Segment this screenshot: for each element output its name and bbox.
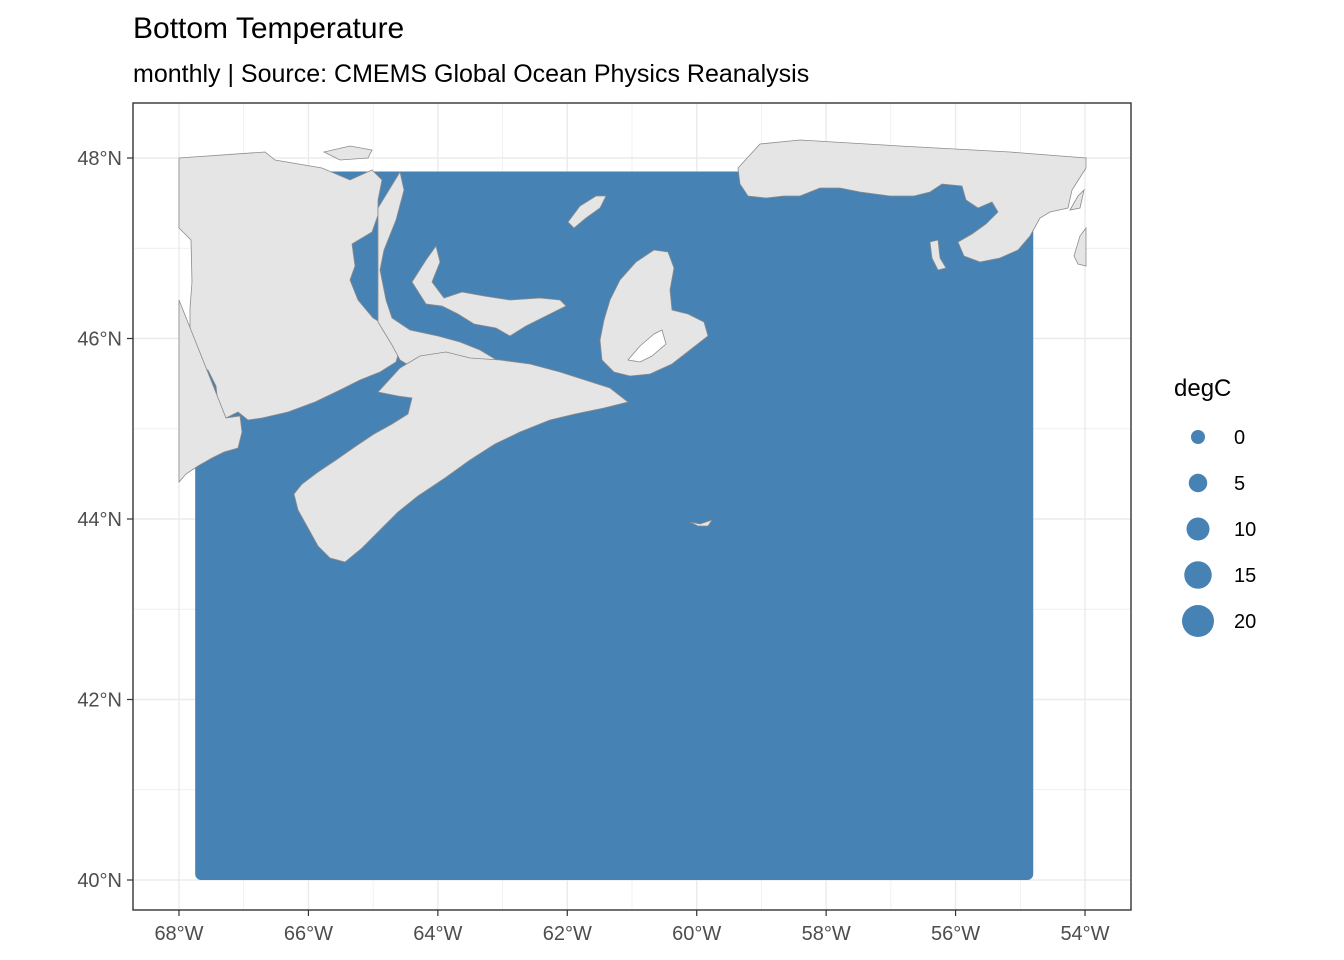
land-pei (411, 245, 567, 337)
legend-key (1184, 561, 1212, 589)
legend-label: 15 (1234, 565, 1256, 587)
land-gaspe (322, 145, 373, 161)
legend-label: 10 (1234, 519, 1256, 541)
y-tick-label: 42°N (77, 690, 122, 712)
chart-subtitle: monthly | Source: CMEMS Global Ocean Phy… (133, 60, 810, 88)
legend-label: 5 (1234, 473, 1245, 495)
chart-title: Bottom Temperature (133, 12, 405, 45)
land-new-brunswick (377, 170, 501, 379)
x-tick-label: 54°W (1060, 923, 1109, 945)
x-tick-label: 58°W (802, 923, 851, 945)
y-tick-label: 46°N (77, 329, 122, 351)
land-st-pierre (929, 239, 947, 271)
x-tick-label: 60°W (672, 923, 721, 945)
land-newfoundland (737, 139, 1087, 263)
land-maine-coast (178, 299, 243, 484)
legend: degC 0 5 10 15 20 (1174, 375, 1256, 637)
y-tick-label: 48°N (77, 148, 122, 170)
x-tick-label: 56°W (931, 923, 980, 945)
legend-key (1191, 430, 1205, 444)
x-tick-label: 62°W (543, 923, 592, 945)
land-avalon-tip (1069, 188, 1085, 211)
land-polygons (178, 139, 1087, 563)
x-tick-label: 68°W (154, 923, 203, 945)
land-sable-island (689, 519, 713, 527)
x-tick-label: 64°W (413, 923, 462, 945)
bras-dor-lake (627, 329, 667, 363)
legend-title: degC (1174, 375, 1231, 402)
legend-key (1186, 517, 1210, 541)
land-nova-scotia (293, 351, 629, 563)
y-tick-label: 44°N (77, 509, 122, 531)
land-cape-breton (599, 249, 709, 377)
legend-label: 0 (1234, 427, 1245, 449)
land-anticosti (567, 195, 607, 229)
axes: 68°W 66°W 64°W 62°W 60°W 58°W 56°W 54°W 48°N 46°N… (77, 148, 1109, 945)
y-tick-label: 40°N (77, 870, 122, 892)
x-tick-label: 66°W (284, 923, 333, 945)
legend-key (1182, 605, 1214, 637)
legend-label: 20 (1234, 611, 1256, 633)
panel-border (132, 102, 1132, 911)
land-avalon (1073, 226, 1087, 267)
legend-key (1188, 473, 1208, 493)
